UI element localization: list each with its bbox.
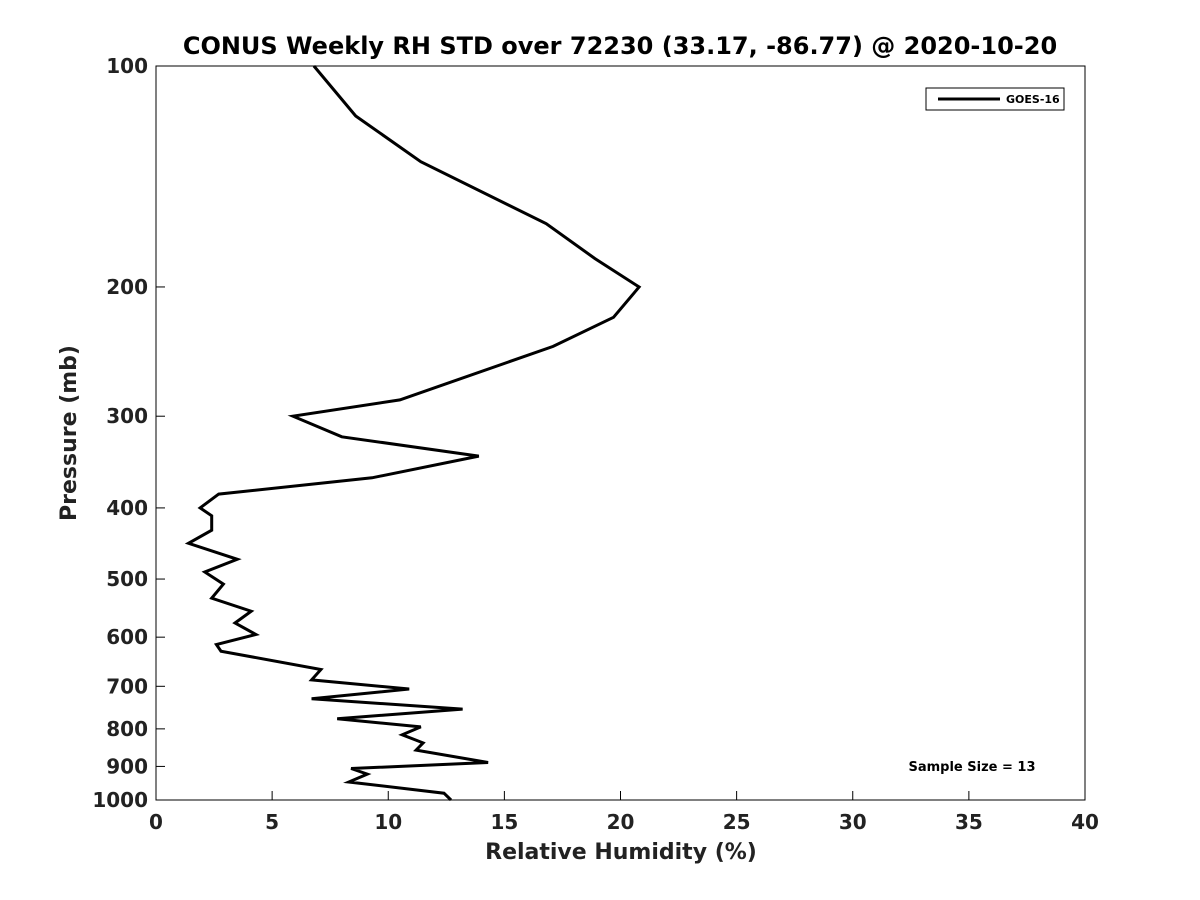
series-layer xyxy=(184,65,642,802)
y-tick-label: 600 xyxy=(106,625,148,649)
legend-label-goes-16: GOES-16 xyxy=(1006,93,1060,106)
x-tick-label: 15 xyxy=(490,810,518,834)
y-tick-label: 800 xyxy=(106,717,148,741)
y-axis-label: Pressure (mb) xyxy=(57,345,82,521)
x-tick-label: 0 xyxy=(149,810,163,834)
y-tick-label: 200 xyxy=(106,275,148,299)
y-tick-label: 500 xyxy=(106,567,148,591)
y-tick-label: 1000 xyxy=(92,788,148,812)
x-tick-label: 20 xyxy=(607,810,635,834)
legend: GOES-16 xyxy=(925,87,1065,111)
y-tick-label: 700 xyxy=(106,674,148,698)
x-axis: 0 5 10 15 20 25 30 35 40 xyxy=(149,791,1099,834)
x-tick-label: 35 xyxy=(955,810,983,834)
y-tick-label: 100 xyxy=(106,54,148,78)
x-tick-label: 25 xyxy=(723,810,751,834)
y-tick-label: 300 xyxy=(106,404,148,428)
y-axis: 100 200 300 400 500 600 700 800 900 1000 xyxy=(92,54,165,812)
y-tick-label: 900 xyxy=(106,754,148,778)
x-axis-label: Relative Humidity (%) xyxy=(485,840,757,865)
x-tick-label: 10 xyxy=(374,810,402,834)
x-tick-label: 30 xyxy=(839,810,867,834)
x-tick-label: 40 xyxy=(1071,810,1099,834)
chart-title: CONUS Weekly RH STD over 72230 (33.17, -… xyxy=(183,32,1057,60)
series-line-goes-16 xyxy=(184,65,642,802)
sample-size-annotation: Sample Size = 13 xyxy=(908,760,1035,775)
x-tick-label: 5 xyxy=(265,810,279,834)
y-tick-label: 400 xyxy=(106,496,148,520)
